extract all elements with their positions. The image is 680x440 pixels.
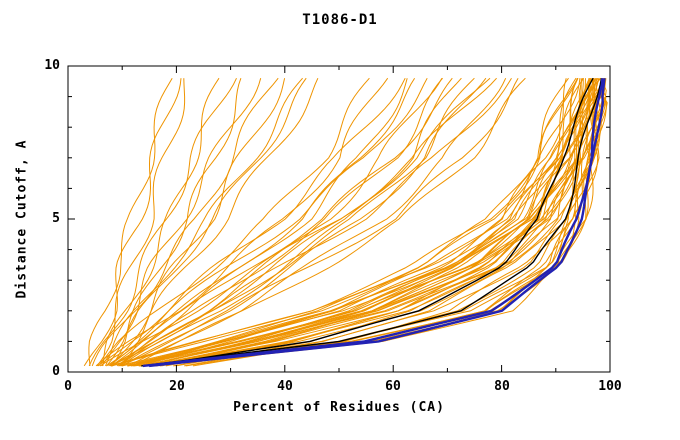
reference-curve (141, 78, 603, 367)
x-tick-label: 80 (494, 379, 510, 394)
model-curve (98, 77, 370, 367)
model-curves (83, 77, 608, 367)
model-curve (122, 78, 582, 367)
model-curve (106, 77, 307, 367)
model-curve (101, 78, 262, 367)
model-curve (110, 77, 579, 367)
model-curve (111, 78, 408, 367)
model-curve (147, 78, 590, 367)
reference-curves (141, 77, 603, 367)
chart-title: T1086-D1 (302, 12, 378, 28)
model-curve (161, 77, 605, 367)
x-tick-label: 100 (598, 379, 622, 394)
model-curve (127, 77, 507, 367)
x-tick-label: 20 (169, 379, 185, 394)
model-curve (141, 78, 598, 367)
model-curve (99, 77, 497, 367)
model-curve (111, 78, 242, 367)
model-curve (140, 78, 591, 367)
axes (67, 65, 611, 373)
model-curve (120, 77, 519, 367)
model-curve (142, 78, 591, 367)
model-curve (130, 77, 577, 367)
model-curve (110, 77, 512, 367)
model-curve (154, 77, 596, 367)
model-curve (175, 78, 597, 367)
reference-curve (150, 77, 594, 367)
model-curve (105, 77, 303, 367)
highlight-curve (142, 78, 604, 368)
model-curve (88, 77, 173, 366)
x-tick-label: 0 (64, 379, 72, 394)
model-curve (126, 78, 595, 367)
model-curve (83, 78, 182, 367)
model-curve (127, 78, 567, 367)
y-tick-label: 5 (52, 211, 60, 226)
model-curve (88, 77, 237, 367)
model-curve (116, 77, 443, 367)
model-curve (142, 77, 597, 367)
model-curve (108, 77, 428, 367)
model-curve (154, 78, 607, 367)
model-curve (140, 77, 599, 367)
model-curve (110, 77, 416, 367)
model-curve (120, 77, 319, 367)
model-curve (133, 78, 579, 367)
x-tick-label: 60 (385, 379, 401, 394)
x-axis-label: Percent of Residues (CA) (233, 400, 445, 415)
x-tick-label: 40 (277, 379, 293, 394)
highlight-curve (148, 78, 606, 368)
model-curve (106, 77, 453, 367)
model-curve (109, 78, 286, 367)
model-curve (97, 77, 406, 367)
y-tick-label: 0 (52, 364, 60, 379)
model-curve (121, 77, 487, 367)
y-tick-label: 10 (44, 58, 60, 73)
highlight-curves (142, 78, 606, 368)
